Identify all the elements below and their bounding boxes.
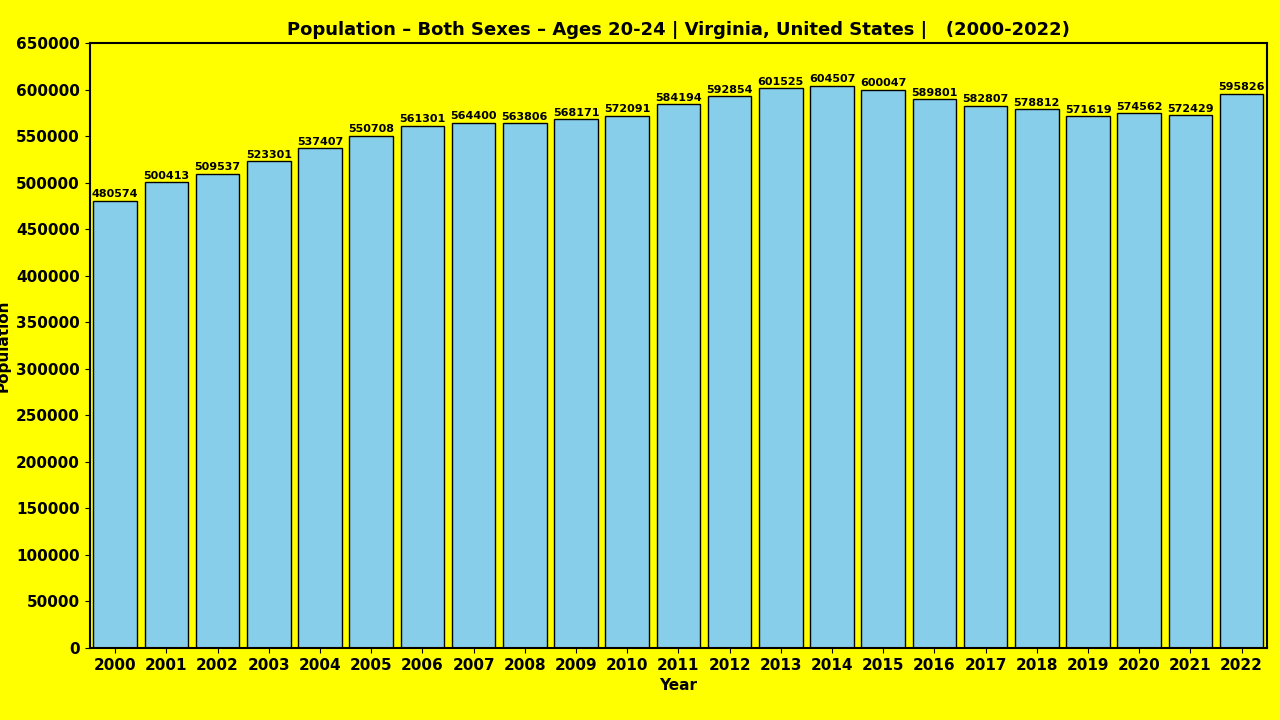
Text: 589801: 589801 xyxy=(911,88,957,98)
Text: 550708: 550708 xyxy=(348,124,394,134)
Bar xyxy=(861,90,905,648)
Bar xyxy=(1066,116,1110,648)
Y-axis label: Population: Population xyxy=(0,300,10,392)
Text: 563806: 563806 xyxy=(502,112,548,122)
Text: 561301: 561301 xyxy=(399,114,445,125)
Bar xyxy=(298,148,342,648)
Text: 604507: 604507 xyxy=(809,74,855,84)
Bar xyxy=(759,89,803,648)
Text: 571619: 571619 xyxy=(1065,104,1111,114)
Text: 480574: 480574 xyxy=(92,189,138,199)
Bar xyxy=(1015,109,1059,648)
Bar xyxy=(503,123,547,648)
Bar xyxy=(247,161,291,648)
Bar xyxy=(1169,115,1212,648)
Bar xyxy=(452,123,495,648)
Bar xyxy=(196,174,239,648)
Bar xyxy=(605,116,649,648)
Text: 572091: 572091 xyxy=(604,104,650,114)
Bar xyxy=(1220,94,1263,648)
Text: 578812: 578812 xyxy=(1014,98,1060,108)
Bar xyxy=(93,201,137,648)
Bar xyxy=(708,96,751,648)
Text: 564400: 564400 xyxy=(451,112,497,122)
Text: 582807: 582807 xyxy=(963,94,1009,104)
Text: 509537: 509537 xyxy=(195,163,241,173)
Bar xyxy=(657,104,700,648)
Text: 568171: 568171 xyxy=(553,108,599,118)
Text: 500413: 500413 xyxy=(143,171,189,181)
Bar xyxy=(1117,113,1161,648)
Text: 572429: 572429 xyxy=(1167,104,1213,114)
Bar xyxy=(964,106,1007,648)
Text: 601525: 601525 xyxy=(758,77,804,87)
Bar xyxy=(810,86,854,648)
Text: 600047: 600047 xyxy=(860,78,906,89)
Bar xyxy=(349,135,393,648)
Text: 592854: 592854 xyxy=(707,85,753,95)
Text: 584194: 584194 xyxy=(655,93,701,103)
Text: 595826: 595826 xyxy=(1219,82,1265,92)
Text: 537407: 537407 xyxy=(297,137,343,147)
Title: Population – Both Sexes – Ages 20-24 | Virginia, United States |   (2000-2022): Population – Both Sexes – Ages 20-24 | V… xyxy=(287,21,1070,39)
Bar xyxy=(401,126,444,648)
Text: 574562: 574562 xyxy=(1116,102,1162,112)
Bar xyxy=(913,99,956,648)
Text: 523301: 523301 xyxy=(246,150,292,160)
X-axis label: Year: Year xyxy=(659,678,698,693)
Bar xyxy=(554,120,598,648)
Bar xyxy=(145,182,188,648)
